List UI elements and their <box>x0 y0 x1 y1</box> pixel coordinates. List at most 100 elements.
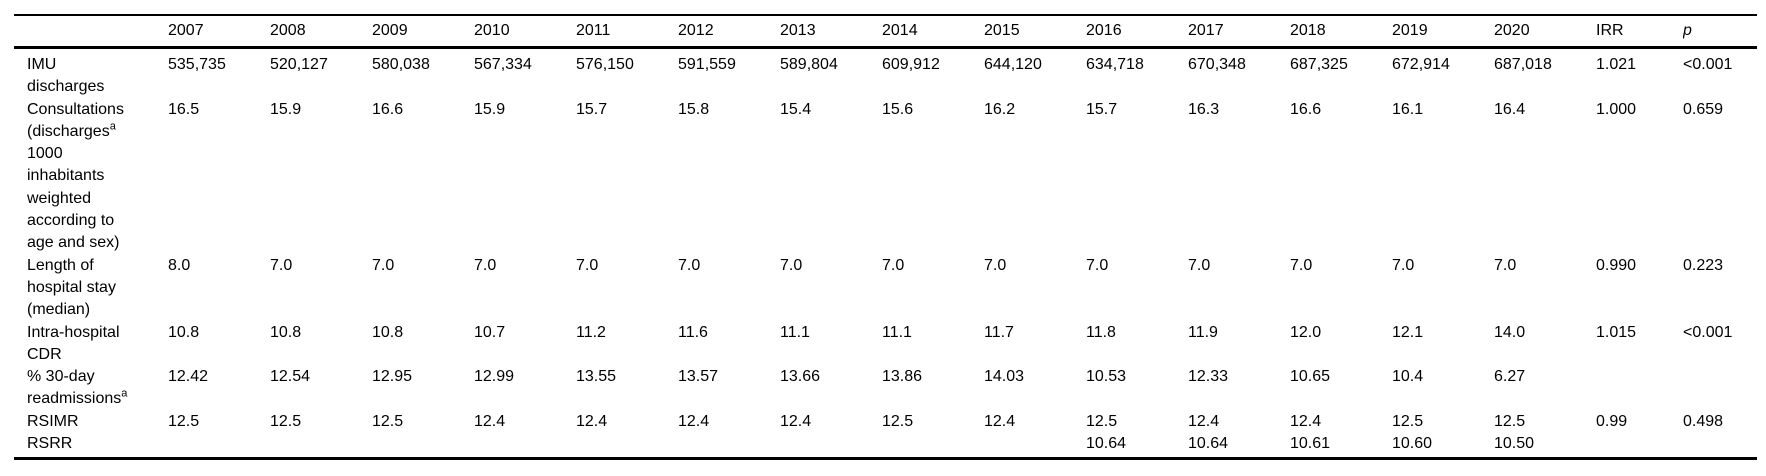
column-header-2011: 2011 <box>576 15 678 49</box>
cell-value: 13.55 <box>576 368 617 386</box>
cell-value: 7.0 <box>882 256 905 274</box>
cell-value: 12.0 <box>1290 323 1322 341</box>
cell-value: 12.95 <box>372 368 413 386</box>
cell-value: 6.27 <box>1494 368 1526 386</box>
cell-value: 687,325 <box>1290 56 1348 73</box>
cell-value: 7.0 <box>576 256 599 274</box>
footnote-superscript: a <box>109 120 116 133</box>
row-label: % 30-day readmissionsa <box>27 368 128 408</box>
cell-irr: 1.000 <box>1596 100 1637 118</box>
cell-value: 16.5 <box>168 100 200 118</box>
cell-value <box>984 433 1086 459</box>
cell-value: 7.0 <box>270 256 293 274</box>
table-header-row: 2007 2008 2009 2010 2011 2012 2013 2014 2015 2016… <box>14 15 1757 49</box>
cell-value: 12.4 <box>780 412 812 430</box>
cell-value: 11.2 <box>576 323 606 341</box>
cell-value: 7.0 <box>678 256 701 274</box>
cell-value: 12.5 <box>882 412 914 430</box>
cell-value: 11.6 <box>678 323 708 341</box>
cell-value <box>780 433 882 459</box>
table-row: % 30-day readmissionsa 12.42 12.54 12.95 12.9… <box>14 366 1757 411</box>
cell-value: 520,127 <box>270 56 328 73</box>
cell-value: 10.7 <box>474 323 506 341</box>
cell-value: 12.99 <box>474 368 515 386</box>
column-header-2009: 2009 <box>372 15 474 49</box>
row-label: Consultations (dischargesa 1000 inhabitants… <box>27 100 124 252</box>
row-label: Length of hospital stay (median) <box>27 256 116 319</box>
cell-value: 644,120 <box>984 56 1042 73</box>
row-label: RSRR <box>27 435 73 453</box>
cell-p <box>1683 366 1757 411</box>
cell-value: 12.4 <box>576 412 608 430</box>
cell-value <box>474 433 576 459</box>
cell-value <box>372 433 474 459</box>
cell-value: 670,348 <box>1188 56 1246 73</box>
row-label: IMU discharges <box>27 56 105 96</box>
cell-value: 7.0 <box>1392 256 1415 274</box>
cell-value: 14.03 <box>984 368 1025 386</box>
column-header-2017: 2017 <box>1188 15 1290 49</box>
cell-value: 16.6 <box>372 100 404 118</box>
row-label: RSIMR <box>27 412 79 430</box>
cell-value <box>270 433 372 459</box>
cell-value: 7.0 <box>372 256 395 274</box>
column-header-2020: 2020 <box>1494 15 1596 49</box>
cell-value: 16.4 <box>1494 100 1526 118</box>
column-header-2015: 2015 <box>984 15 1086 49</box>
table-header: 2007 2008 2009 2010 2011 2012 2013 2014 2015 2016… <box>14 15 1757 49</box>
cell-p: <0.001 <box>1683 56 1733 73</box>
cell-value <box>678 433 780 459</box>
cell-value: 8.0 <box>168 256 191 274</box>
cell-value: 10.64 <box>1086 435 1127 453</box>
cell-value: 11.1 <box>882 323 912 341</box>
cell-value: 7.0 <box>1188 256 1211 274</box>
cell-value: 687,018 <box>1494 56 1552 73</box>
cell-value: 7.0 <box>1494 256 1517 274</box>
footnote-superscript: a <box>121 388 128 401</box>
row-label-column-header <box>14 15 168 49</box>
cell-value: 11.7 <box>984 323 1014 341</box>
cell-value <box>168 433 270 459</box>
cell-value: 13.57 <box>678 368 719 386</box>
column-header-2019: 2019 <box>1392 15 1494 49</box>
cell-value: 15.9 <box>474 100 506 118</box>
column-header-2013: 2013 <box>780 15 882 49</box>
cell-value: 16.3 <box>1188 100 1220 118</box>
cell-value: 11.8 <box>1086 323 1116 341</box>
cell-value: 15.8 <box>678 100 710 118</box>
cell-value: 576,150 <box>576 56 634 73</box>
cell-value: 7.0 <box>474 256 497 274</box>
cell-value: 15.6 <box>882 100 914 118</box>
table-row: RSIMR 12.5 12.5 12.5 12.4 12.4 12.4 12.4 12.5 12.… <box>14 411 1757 433</box>
cell-value: 12.4 <box>984 412 1016 430</box>
cell-value: 12.5 <box>1494 412 1526 430</box>
table-body: IMU discharges 535,735 520,127 580,038 567,33… <box>14 48 1757 459</box>
cell-irr: 1.015 <box>1596 323 1637 341</box>
cell-value: 10.64 <box>1188 435 1229 453</box>
statistics-table-container: 2007 2008 2009 2010 2011 2012 2013 2014 2015 2016… <box>14 14 1757 461</box>
cell-value: 12.4 <box>678 412 710 430</box>
cell-value: 7.0 <box>780 256 803 274</box>
cell-value: 589,804 <box>780 56 838 73</box>
cell-irr: 0.99 <box>1596 412 1628 430</box>
cell-value: 10.60 <box>1392 435 1433 453</box>
cell-p <box>1683 433 1757 459</box>
column-header-2016: 2016 <box>1086 15 1188 49</box>
cell-value: 15.9 <box>270 100 302 118</box>
cell-value: 12.54 <box>270 368 311 386</box>
column-header-2018: 2018 <box>1290 15 1392 49</box>
cell-value: 12.42 <box>168 368 209 386</box>
table-row: RSRR 10.64 10.64 10.61 10.60 10.50 <box>14 433 1757 459</box>
cell-value: 12.4 <box>1290 412 1322 430</box>
table-row: Intra-hospital CDR 10.8 10.8 10.8 10.7 11.2 11.… <box>14 322 1757 367</box>
cell-irr: 0.990 <box>1596 256 1637 274</box>
column-header-2007: 2007 <box>168 15 270 49</box>
cell-value <box>882 433 984 459</box>
cell-value: 15.7 <box>576 100 608 118</box>
cell-value: 10.61 <box>1290 435 1331 453</box>
cell-value: 12.5 <box>372 412 404 430</box>
table-row: Consultations (dischargesa 1000 inhabitants… <box>14 99 1757 255</box>
cell-value: 10.8 <box>372 323 404 341</box>
cell-value: 567,334 <box>474 56 532 73</box>
cell-value: 10.65 <box>1290 368 1331 386</box>
